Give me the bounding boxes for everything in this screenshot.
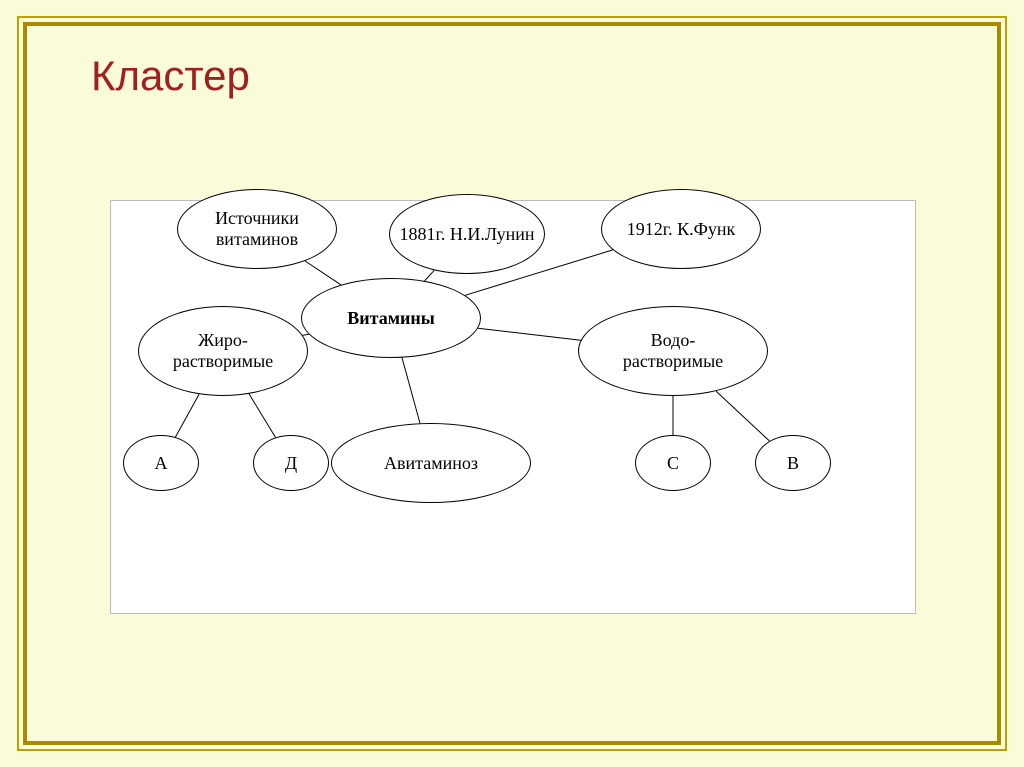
edge-center-avit <box>402 358 420 424</box>
node-funk-label: 1912г. К.Функ <box>627 219 735 240</box>
diagram-panel: Витамины Источники витаминов 1881г. Н.И.Л… <box>110 200 916 614</box>
node-center: Витамины <box>301 278 481 358</box>
node-C: С <box>635 435 711 491</box>
node-avit: Авитаминоз <box>331 423 531 503</box>
node-water: Водо- растворимые <box>578 306 768 396</box>
node-sources: Источники витаминов <box>177 189 337 269</box>
node-D-label: Д <box>285 453 297 474</box>
node-center-label: Витамины <box>347 308 435 329</box>
edge-center-sources <box>305 261 341 285</box>
slide: Кластер Витамины Источники витаминов 1881… <box>0 0 1024 767</box>
node-avit-label: Авитаминоз <box>384 453 478 474</box>
node-funk: 1912г. К.Функ <box>601 189 761 269</box>
node-lunin-label: 1881г. Н.И.Лунин <box>399 224 534 245</box>
node-sources-label: Источники витаминов <box>186 208 328 249</box>
edge-water-B <box>716 391 770 441</box>
node-fat: Жиро- растворимые <box>138 306 308 396</box>
node-B: В <box>755 435 831 491</box>
node-A: А <box>123 435 199 491</box>
edge-center-fat <box>303 334 309 335</box>
edge-fat-D <box>249 394 276 438</box>
node-D: Д <box>253 435 329 491</box>
node-B-label: В <box>787 453 799 474</box>
page-title: Кластер <box>91 52 250 100</box>
node-A-label: А <box>155 453 168 474</box>
edge-center-lunin <box>425 270 435 281</box>
node-fat-label: Жиро- растворимые <box>173 330 273 371</box>
edge-center-water <box>478 328 581 340</box>
node-water-label: Водо- растворимые <box>623 330 723 371</box>
edge-fat-A <box>175 394 199 437</box>
node-C-label: С <box>667 453 679 474</box>
node-lunin: 1881г. Н.И.Лунин <box>389 194 545 274</box>
